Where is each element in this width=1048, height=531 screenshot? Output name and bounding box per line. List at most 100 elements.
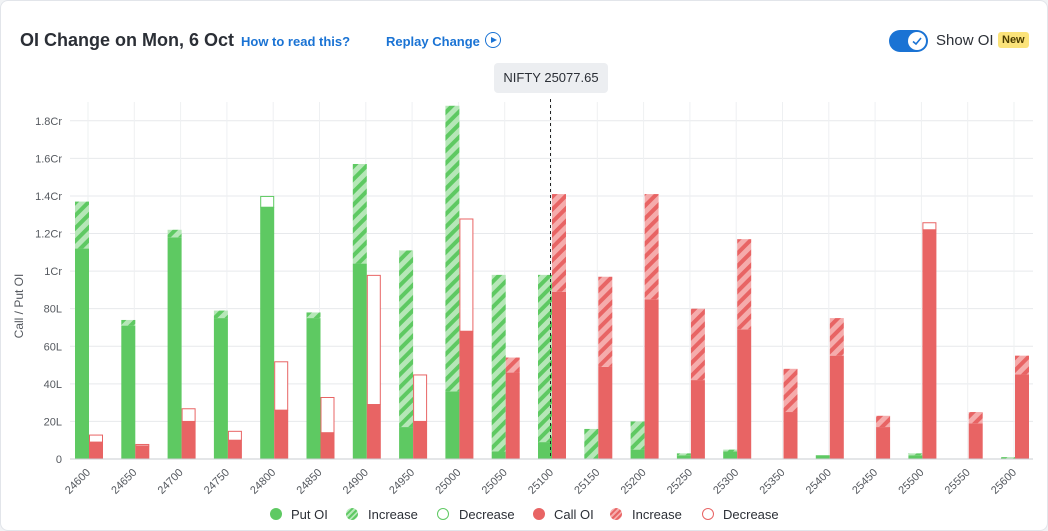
put-increase-bar[interactable] [908,453,923,456]
call-decrease-bar[interactable] [459,218,474,332]
y-tick-label: 40L [44,379,62,391]
put-oi-bar[interactable] [723,451,738,459]
legend-swatch-put-hatch[interactable] [346,508,358,520]
new-badge: New [998,32,1029,48]
how-to-read-link[interactable]: How to read this? [241,34,351,49]
call-increase-bar[interactable] [737,239,752,330]
put-decrease-bar[interactable] [260,195,275,208]
call-oi-bar[interactable] [227,440,242,459]
legend-swatch-call-hatch[interactable] [610,508,622,520]
call-oi-bar[interactable] [413,421,428,459]
put-oi-bar[interactable] [676,455,691,459]
legend-label[interactable]: Increase [632,507,682,522]
call-decrease-bar[interactable] [274,361,289,411]
legend-swatch-call-solid[interactable] [533,508,545,520]
call-increase-bar[interactable] [1015,355,1029,375]
call-decrease-bar[interactable] [922,222,937,231]
put-increase-bar[interactable] [584,428,599,459]
put-increase-bar[interactable] [352,164,367,264]
call-decrease-bar[interactable] [366,274,381,406]
put-increase-bar[interactable] [676,453,691,456]
x-tick-label: 24750 [202,467,232,497]
put-oi-bar[interactable] [75,248,89,459]
call-oi-bar[interactable] [366,404,381,459]
legend-label[interactable]: Decrease [723,507,779,522]
put-oi-bar[interactable] [815,455,830,459]
put-increase-bar[interactable] [121,319,136,326]
call-increase-bar[interactable] [644,194,659,300]
call-decrease-bar[interactable] [89,434,103,443]
put-oi-bar[interactable] [167,237,182,459]
put-oi-bar[interactable] [306,318,321,459]
call-increase-bar[interactable] [876,415,891,428]
call-oi-bar[interactable] [274,410,289,459]
call-oi-bar[interactable] [644,299,659,459]
call-increase-bar[interactable] [783,368,798,413]
put-oi-bar[interactable] [260,207,275,459]
call-oi-bar[interactable] [1015,374,1029,459]
call-oi-bar[interactable] [505,372,520,459]
put-oi-bar[interactable] [908,455,923,459]
call-oi-bar[interactable] [968,423,983,459]
put-increase-bar[interactable] [538,274,552,443]
call-oi-bar[interactable] [459,331,474,459]
show-oi-label: Show OI [936,32,994,49]
put-increase-bar[interactable] [1001,457,1015,459]
put-oi-bar[interactable] [213,318,228,459]
call-increase-bar[interactable] [598,276,613,367]
put-increase-bar[interactable] [75,201,89,249]
call-oi-bar[interactable] [181,421,196,459]
show-oi-toggle[interactable] [889,30,928,52]
legend-label[interactable]: Put OI [291,507,328,522]
call-oi-bar[interactable] [876,427,891,459]
call-oi-bar[interactable] [598,366,613,459]
legend-label[interactable]: Increase [368,507,418,522]
call-increase-bar[interactable] [690,308,705,381]
put-increase-bar[interactable] [213,310,228,319]
put-oi-bar[interactable] [352,263,367,459]
call-oi-bar[interactable] [89,442,103,459]
put-increase-bar[interactable] [491,274,506,452]
legend-swatch-put-outline[interactable] [437,508,449,520]
put-increase-bar[interactable] [445,105,460,392]
put-oi-bar[interactable] [121,325,136,459]
call-oi-bar[interactable] [829,355,844,459]
y-tick-label: 1Cr [44,266,62,278]
put-oi-bar[interactable] [399,427,414,459]
put-increase-bar[interactable] [306,312,321,319]
put-increase-bar[interactable] [630,421,645,450]
call-oi-bar[interactable] [552,291,566,459]
legend-swatch-put-solid[interactable] [270,508,282,520]
call-decrease-bar[interactable] [413,374,428,422]
call-decrease-bar[interactable] [181,408,196,422]
call-oi-bar[interactable] [737,329,752,459]
put-increase-bar[interactable] [723,449,738,452]
call-increase-bar[interactable] [552,194,566,292]
put-increase-bar[interactable] [399,250,414,428]
chart-bars [75,105,1029,459]
call-oi-bar[interactable] [783,412,798,459]
call-oi-bar[interactable] [135,445,150,459]
put-oi-bar[interactable] [630,449,645,459]
legend-label[interactable]: Decrease [459,507,515,522]
replay-change-link[interactable]: Replay Change [386,34,480,49]
check-icon [912,37,922,46]
put-oi-bar[interactable] [491,451,506,459]
put-increase-bar[interactable] [167,229,182,238]
legend-label[interactable]: Call OI [554,507,594,522]
call-decrease-bar[interactable] [227,430,242,441]
x-tick-label: 25250 [665,467,695,497]
put-oi-bar[interactable] [445,391,460,459]
put-oi-bar[interactable] [538,442,552,459]
call-oi-bar[interactable] [922,229,937,459]
call-increase-bar[interactable] [968,412,983,424]
x-tick-label: 25600 [989,467,1019,497]
call-decrease-bar[interactable] [135,443,150,447]
call-increase-bar[interactable] [829,318,844,356]
play-icon[interactable] [485,32,501,48]
legend-swatch-call-outline[interactable] [702,508,714,520]
call-oi-bar[interactable] [690,380,705,459]
call-increase-bar[interactable] [505,357,520,373]
call-oi-bar[interactable] [320,432,335,459]
call-decrease-bar[interactable] [320,396,335,434]
